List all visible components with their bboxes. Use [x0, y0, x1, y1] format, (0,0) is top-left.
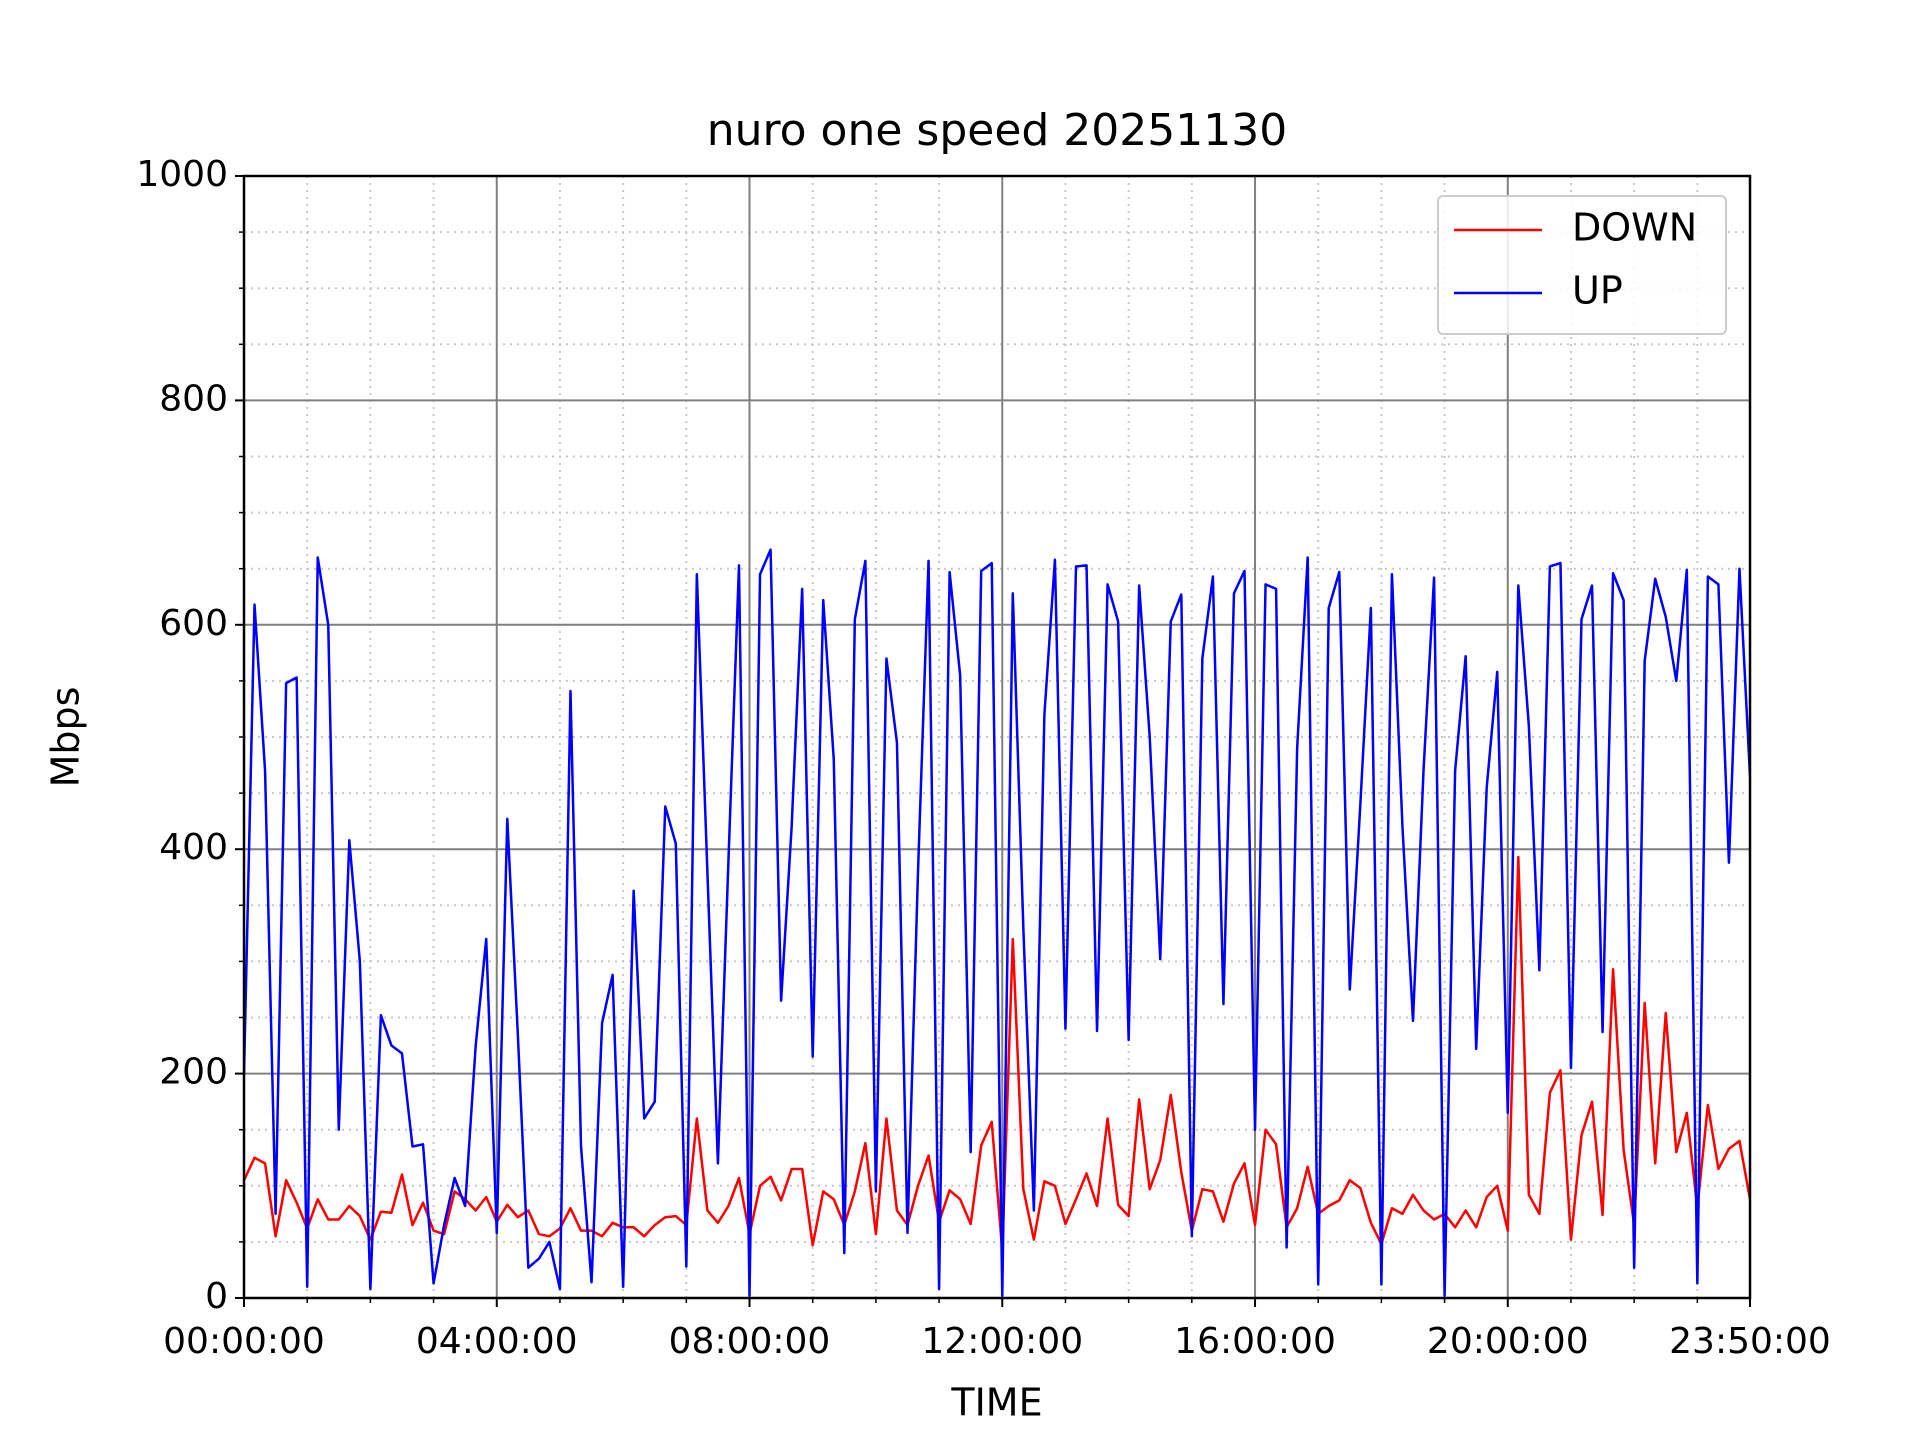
y-tick-label: 200 — [159, 1052, 228, 1093]
plot-frame — [242, 174, 1752, 1300]
data-line — [244, 548, 1750, 1298]
y-tick-label: 400 — [159, 827, 228, 868]
x-tick-label: 04:00:00 — [416, 1321, 578, 1362]
chart-title: nuro one speed 20251130 — [707, 105, 1288, 156]
legend-label: UP — [1572, 269, 1623, 313]
y-tick-label: 0 — [205, 1276, 228, 1317]
y-tick-label: 1000 — [136, 154, 228, 195]
x-tick-label: 23:50:00 — [1669, 1321, 1831, 1362]
x-tick-label: 00:00:00 — [163, 1321, 325, 1362]
x-tick-label: 08:00:00 — [669, 1321, 831, 1362]
x-tick-label: 16:00:00 — [1174, 1321, 1336, 1362]
x-tick-label: 12:00:00 — [921, 1321, 1083, 1362]
x-tick-label: 20:00:00 — [1427, 1321, 1589, 1362]
y-tick-label: 600 — [159, 603, 228, 644]
y-axis-label: Mbps — [44, 687, 88, 788]
legend-label: DOWN — [1572, 206, 1697, 250]
y-tick-label: 800 — [159, 378, 228, 419]
x-axis-label: TIME — [950, 1381, 1042, 1425]
